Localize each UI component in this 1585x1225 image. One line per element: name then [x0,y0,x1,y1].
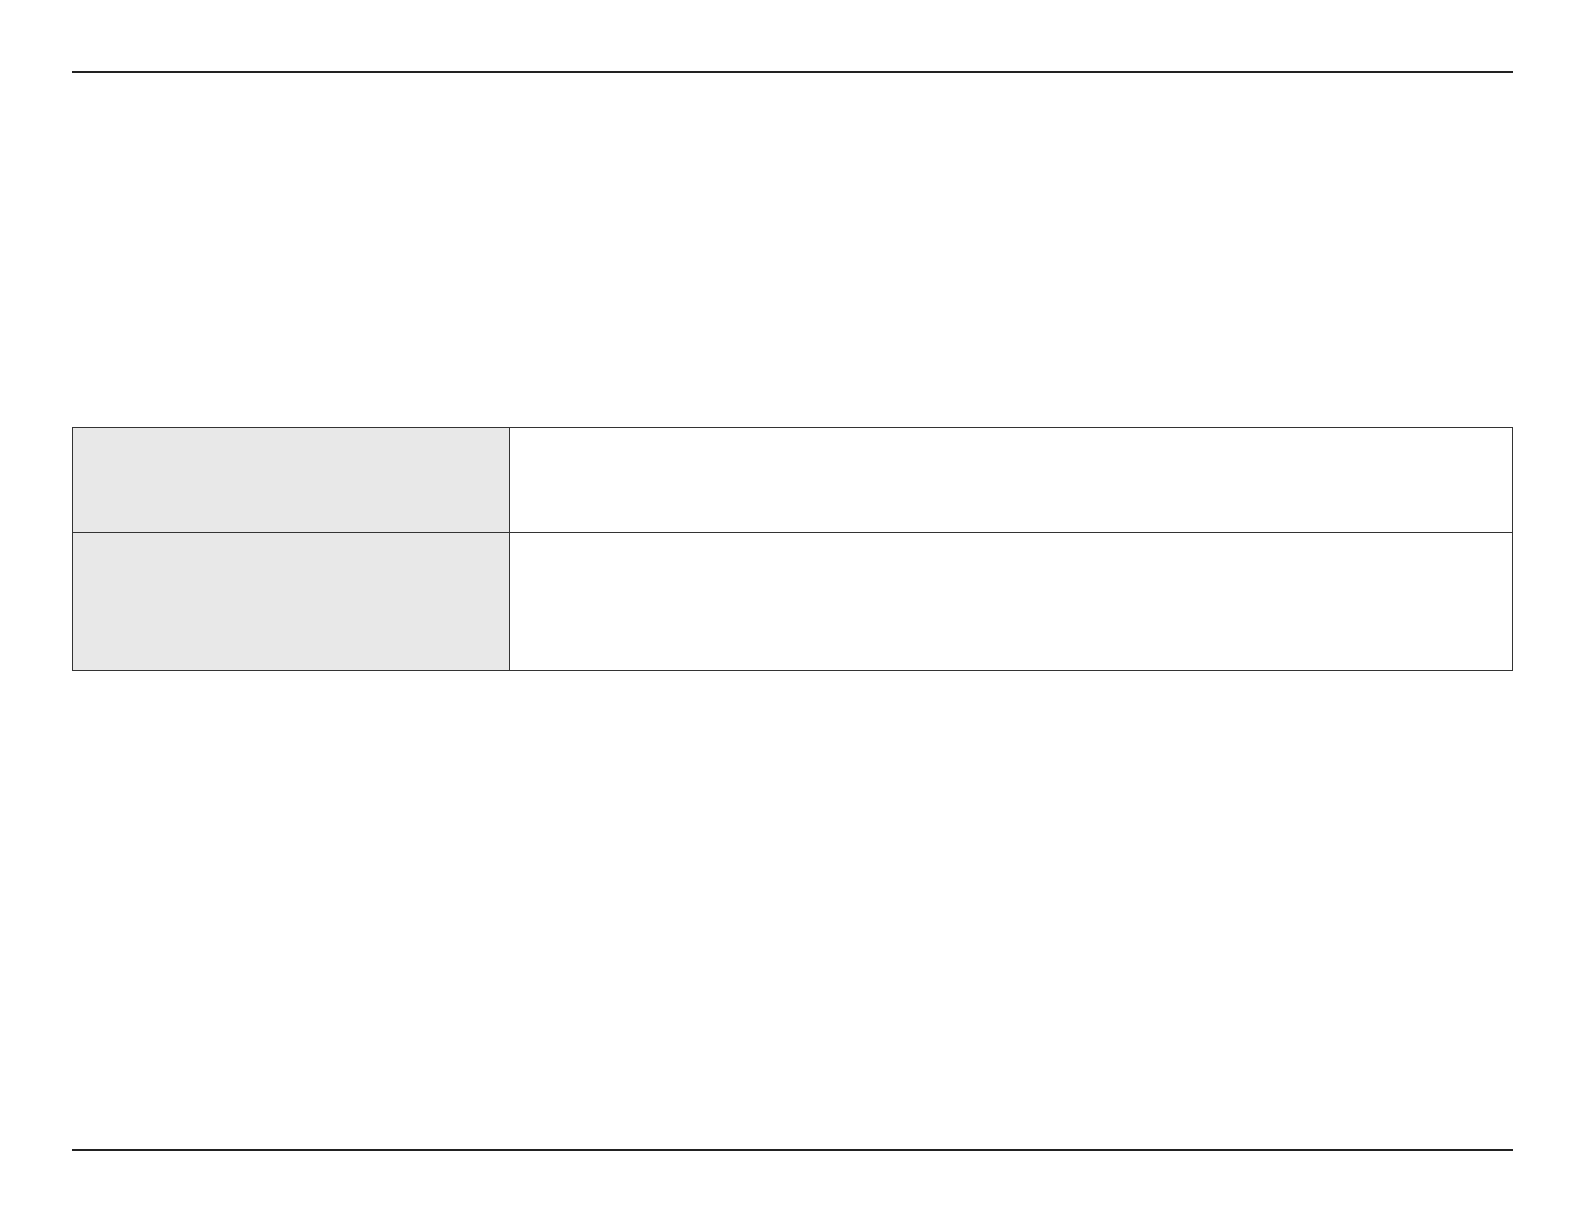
footer-rule [72,1149,1513,1151]
label-cell [72,427,510,533]
table-row [72,427,1513,533]
value-cell [509,427,1513,533]
header-rule [72,71,1513,73]
label-cell [72,532,510,671]
info-table [72,427,1513,671]
value-cell [509,532,1513,671]
table-row [72,532,1513,671]
